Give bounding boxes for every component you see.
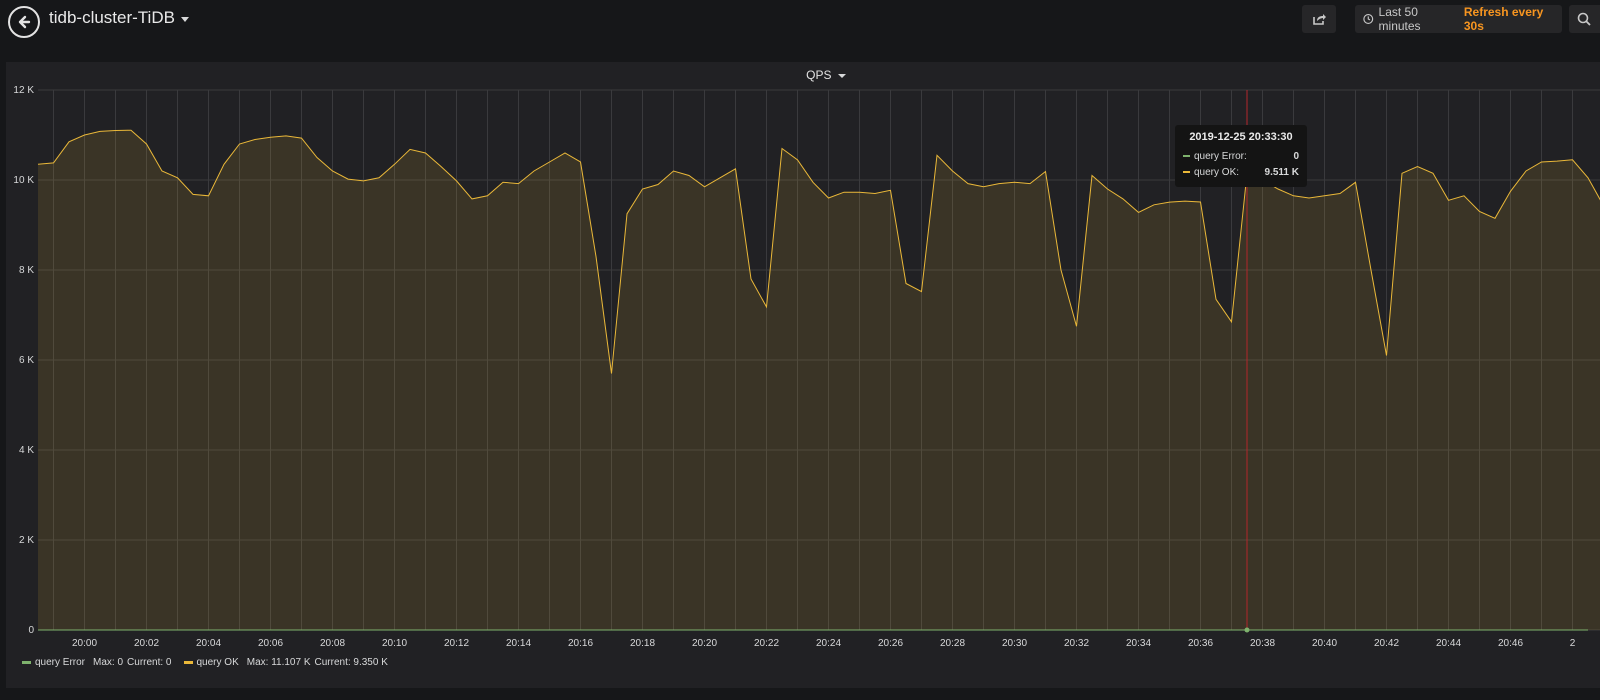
legend-series-name: query Error xyxy=(35,657,86,668)
qps-panel: QPS 0 2 K 4 K 6 K 8 K 10 K 12 K 20:00 20:02 20:04… xyxy=(6,62,1600,688)
chart-tooltip: 2019-12-25 20:33:30 query Error: 0 query… xyxy=(1175,125,1307,187)
legend-item-query-ok[interactable]: query OK Max: 11.107 K Current: 9.350 K xyxy=(183,657,388,668)
legend-current: Current: 9.350 K xyxy=(314,657,388,668)
legend-max: Max: 11.107 K xyxy=(246,657,311,668)
legend-swatch xyxy=(22,661,31,664)
refresh-interval-label: Refresh every 30s xyxy=(1463,5,1544,33)
x-tick-label: 20:12 xyxy=(444,638,469,649)
tooltip-series-name: query OK: xyxy=(1194,166,1240,178)
caret-down-icon xyxy=(180,17,189,22)
legend-series-name: query OK xyxy=(196,657,239,668)
x-tick-label: 20:38 xyxy=(1250,638,1275,649)
tooltip-swatch xyxy=(1183,155,1190,157)
legend-current: Current: 0 xyxy=(127,657,172,668)
x-tick-label: 20:32 xyxy=(1064,638,1089,649)
y-tick-label: 4 K xyxy=(19,445,34,456)
x-tick-label: 20:28 xyxy=(940,638,965,649)
zoom-out-button[interactable] xyxy=(1569,5,1600,33)
y-tick-label: 10 K xyxy=(13,175,34,186)
y-tick-label: 6 K xyxy=(19,355,34,366)
x-tick-label: 20:40 xyxy=(1312,638,1337,649)
dashboard-title: tidb-cluster-TiDB xyxy=(49,8,175,27)
x-tick-label: 20:24 xyxy=(816,638,841,649)
x-tick-label: 20:42 xyxy=(1374,638,1399,649)
top-navbar: tidb-cluster-TiDB Last 50 minutes Refres… xyxy=(0,0,1600,48)
x-tick-label: 20:36 xyxy=(1188,638,1213,649)
x-tick-label: 20:46 xyxy=(1498,638,1523,649)
x-tick-label: 20:34 xyxy=(1126,638,1151,649)
tooltip-time: 2019-12-25 20:33:30 xyxy=(1189,131,1293,143)
y-tick-label: 2 K xyxy=(19,535,34,546)
x-tick-label: 20:08 xyxy=(320,638,345,649)
query-ok-line xyxy=(37,129,1600,374)
share-button[interactable] xyxy=(1302,5,1336,33)
x-tick-label: 20:30 xyxy=(1002,638,1027,649)
share-icon xyxy=(1313,14,1326,25)
chart-legend: query Error Max: 0 Current: 0 query OK M… xyxy=(22,657,388,668)
tooltip-value: 9.511 K xyxy=(1264,166,1299,178)
time-picker-button[interactable]: Last 50 minutes Refresh every 30s xyxy=(1355,5,1562,33)
y-tick-label: 0 xyxy=(28,625,34,636)
arrow-left-icon xyxy=(18,15,31,29)
tooltip-row-query-error: query Error: 0 xyxy=(1183,148,1299,164)
y-tick-label: 12 K xyxy=(13,85,34,96)
x-tick-label: 20:22 xyxy=(754,638,779,649)
x-tick-label: 20:06 xyxy=(258,638,283,649)
x-tick-label: 20:04 xyxy=(196,638,221,649)
x-tick-label: 2 xyxy=(1570,638,1576,649)
tooltip-value: 0 xyxy=(1293,150,1299,162)
x-tick-label: 20:14 xyxy=(506,638,531,649)
y-tick-label: 8 K xyxy=(19,265,34,276)
qps-chart[interactable]: 0 2 K 4 K 6 K 8 K 10 K 12 K 20:00 20:02 20:04 20:0… xyxy=(6,62,1600,652)
x-tick-label: 20:44 xyxy=(1436,638,1461,649)
tooltip-swatch xyxy=(1183,171,1190,173)
caret-down-icon xyxy=(837,74,846,79)
x-tick-label: 20:00 xyxy=(72,638,97,649)
clock-icon xyxy=(1363,14,1374,24)
tooltip-row-query-ok: query OK: 9.511 K xyxy=(1183,164,1299,180)
panel-title: QPS xyxy=(806,67,832,82)
time-range-label: Last 50 minutes xyxy=(1378,5,1421,33)
x-tick-label: 20:26 xyxy=(878,638,903,649)
x-tick-label: 20:02 xyxy=(134,638,159,649)
back-button[interactable] xyxy=(8,6,40,38)
search-minus-icon xyxy=(1577,12,1591,26)
x-tick-label: 20:10 xyxy=(382,638,407,649)
legend-item-query-error[interactable]: query Error Max: 0 Current: 0 xyxy=(22,657,172,668)
x-tick-label: 20:18 xyxy=(630,638,655,649)
x-tick-label: 20:16 xyxy=(568,638,593,649)
query-ok-area xyxy=(38,130,1600,630)
panel-title-dropdown[interactable]: QPS xyxy=(6,67,1600,82)
hover-point-query-error xyxy=(1244,627,1250,633)
legend-swatch xyxy=(183,661,193,664)
dashboard-title-dropdown[interactable]: tidb-cluster-TiDB xyxy=(49,8,189,28)
x-tick-label: 20:20 xyxy=(692,638,717,649)
tooltip-series-name: query Error: xyxy=(1194,150,1247,162)
legend-max: Max: 0 xyxy=(93,657,124,668)
